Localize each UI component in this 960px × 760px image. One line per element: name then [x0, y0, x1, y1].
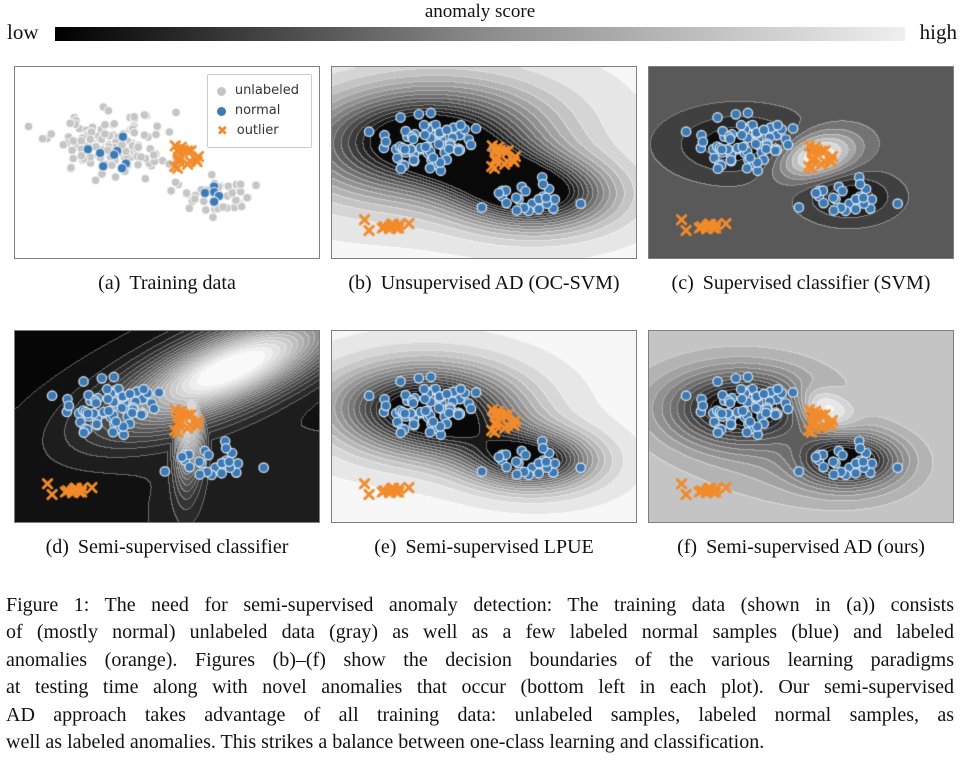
colorbar-high-label: high: [919, 20, 957, 44]
panel-a-plot: unlabeled normal ✖ outlier: [14, 66, 320, 259]
caption-line: AD approach takes advantage of all train…: [6, 703, 954, 726]
panel-c: (c) Supervised classifier (SVM): [648, 66, 954, 330]
panel-f-canvas: [649, 331, 953, 522]
panel-a: unlabeled normal ✖ outlier (a) Training d…: [14, 66, 320, 330]
legend: unlabeled normal ✖ outlier: [206, 74, 312, 148]
colorbar-title: anomaly score: [424, 1, 536, 22]
panel-d-canvas: [15, 331, 319, 522]
normal-marker-icon: [216, 106, 226, 116]
panel-d-plot: [14, 330, 320, 523]
caption-line: anomalies (orange). Figures (b)–(f) show…: [6, 648, 954, 671]
caption-line: at testing time along with novel anomali…: [6, 676, 954, 699]
panel-b-canvas: [332, 67, 636, 258]
panel-grid: unlabeled normal ✖ outlier (a) Training d…: [14, 66, 954, 594]
panel-f-plot: [648, 330, 954, 523]
legend-label: normal: [234, 103, 281, 118]
panel-d-caption: (d) Semi-supervised classifier: [45, 536, 289, 558]
outlier-marker-icon: ✖: [216, 123, 228, 139]
panel-b-caption: (b) Unsupervised AD (OC-SVM): [348, 272, 620, 294]
figure-caption: Figure 1: The need for semi-supervised a…: [6, 592, 954, 756]
legend-item: normal: [216, 101, 299, 121]
panel-e: (e) Semi-supervised LPUE: [331, 330, 637, 594]
panel-e-plot: [331, 330, 637, 523]
panel-b: (b) Unsupervised AD (OC-SVM): [331, 66, 637, 330]
panel-b-plot: [331, 66, 637, 259]
legend-label: unlabeled: [234, 83, 299, 98]
colorbar-low-label: low: [7, 20, 39, 44]
panel-d: (d) Semi-supervised classifier: [14, 330, 320, 594]
legend-item: ✖ outlier: [217, 121, 299, 141]
panel-a-caption: (a) Training data: [98, 272, 236, 294]
panel-f-caption: (f) Semi-supervised AD (ours): [677, 536, 925, 558]
caption-line: of (mostly normal) unlabeled data (gray)…: [6, 621, 954, 644]
caption-line: Figure 1: The need for semi-supervised a…: [6, 594, 954, 616]
panel-e-canvas: [332, 331, 636, 522]
panel-f: (f) Semi-supervised AD (ours): [648, 330, 954, 594]
legend-item: unlabeled: [216, 81, 299, 101]
colorbar-gradient: [55, 27, 905, 41]
caption-line: well as labeled anomalies. This strikes …: [6, 731, 765, 754]
panel-c-caption: (c) Supervised classifier (SVM): [671, 272, 931, 294]
unlabeled-marker-icon: [216, 86, 226, 96]
legend-label: outlier: [236, 123, 279, 138]
panel-c-plot: [648, 66, 954, 259]
panel-e-caption: (e) Semi-supervised LPUE: [374, 536, 594, 558]
panel-c-canvas: [649, 67, 953, 258]
